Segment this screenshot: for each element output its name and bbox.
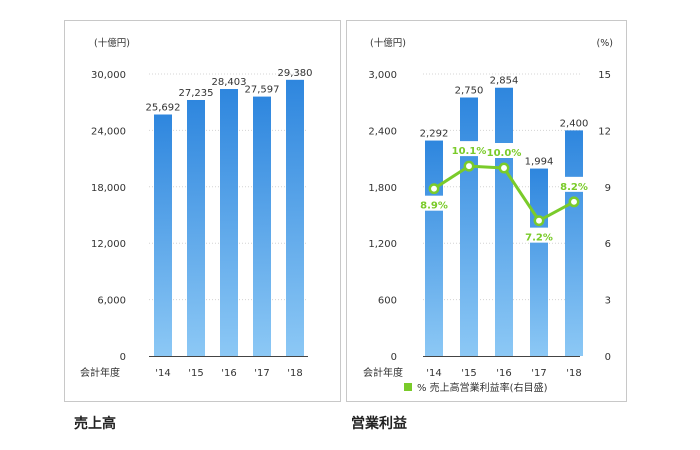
y-tick-label: 600 (378, 296, 397, 307)
y-tick-label: 3,000 (368, 70, 397, 81)
y2-axis-unit-label: (%) (597, 38, 613, 49)
x-tick-label: '15 (461, 368, 476, 379)
y2-tick-label: 12 (598, 126, 611, 137)
margin-value-label: 8.9% (420, 201, 448, 212)
margin-value-label: 10.1% (452, 146, 487, 157)
y-tick-label: 1,800 (368, 183, 397, 194)
margin-point (463, 160, 475, 172)
operating-profit-chart-panel: (十億円) (%) 0 600 1,200 1,800 2,400 3,000 0 3 6 9 12 15… (346, 20, 627, 402)
bar (530, 168, 548, 356)
y-tick-label: 0 (120, 352, 126, 363)
x-axis-label: 会計年度 (80, 366, 120, 379)
sales-chart: (十億円) 0 6,000 12,000 18,000 24,000 30,000 '14 '1… (80, 37, 313, 379)
y2-tick-label: 3 (605, 296, 611, 307)
legend-label: % 売上高営業利益率(右目盛) (417, 381, 548, 394)
y-tick-label: 12,000 (91, 239, 126, 250)
bar-value-label: 27,235 (179, 88, 214, 99)
x-axis-label: 会計年度 (363, 366, 403, 379)
bar-value-label: 2,292 (420, 129, 449, 140)
y-tick-label: 30,000 (91, 70, 126, 81)
margin-point (428, 183, 440, 195)
legend-swatch (404, 383, 412, 391)
x-tick-label: '16 (496, 368, 511, 379)
percent-label-backdrop (489, 143, 519, 158)
margin-value-label: 10.0% (487, 148, 522, 159)
bar-value-label: 27,597 (245, 85, 280, 96)
percent-label-backdrop (524, 227, 554, 243)
bar (425, 140, 443, 356)
percent-label-backdrop (559, 176, 589, 192)
bar-value-label: 2,854 (490, 76, 519, 87)
sales-chart-caption: 売上高 (74, 416, 116, 432)
y-tick-label: 1,200 (368, 239, 397, 250)
percent-label-backdrop (454, 141, 484, 157)
bar (495, 87, 513, 356)
margin-point (498, 162, 510, 174)
y-tick-label: 6,000 (97, 296, 126, 307)
bar-value-label: 2,750 (455, 86, 484, 97)
x-tick-label: '14 (426, 368, 441, 379)
x-tick-label: '15 (188, 368, 203, 379)
y-axis-unit-label: (十億円) (94, 37, 130, 49)
bar-value-label: 29,380 (278, 68, 313, 79)
bar-value-label: 25,692 (146, 102, 181, 113)
y-axis-unit-label: (十億円) (370, 37, 406, 49)
x-tick-label: '16 (221, 368, 236, 379)
margin-point (533, 215, 545, 227)
bar (154, 114, 172, 356)
bar-value-label: 1,994 (525, 157, 554, 168)
operating-profit-chart: (十億円) (%) 0 600 1,200 1,800 2,400 3,000 0 3 6 9 12 15… (363, 37, 613, 394)
y-tick-label: 2,400 (368, 126, 397, 137)
x-tick-label: '18 (566, 368, 581, 379)
x-tick-label: '14 (155, 368, 170, 379)
y2-tick-label: 9 (605, 183, 611, 194)
sales-chart-panel: (十億円) 0 6,000 12,000 18,000 24,000 30,000 '14 '1… (64, 20, 341, 402)
bar (460, 97, 478, 356)
bar (253, 96, 271, 357)
x-tick-label: '18 (287, 368, 302, 379)
bar (565, 130, 583, 356)
margin-value-label: 7.2% (525, 233, 553, 244)
operating-profit-chart-caption: 営業利益 (351, 416, 407, 432)
y2-tick-label: 0 (605, 352, 611, 363)
y-tick-label: 18,000 (91, 183, 126, 194)
y2-tick-label: 6 (605, 239, 611, 250)
y-tick-label: 24,000 (91, 126, 126, 137)
bar (220, 89, 238, 356)
bar (286, 79, 304, 356)
bar (187, 99, 205, 356)
margin-point (568, 196, 580, 208)
y-tick-label: 0 (391, 352, 397, 363)
x-tick-label: '17 (531, 368, 546, 379)
percent-label-backdrop (419, 195, 449, 211)
y2-tick-label: 15 (598, 70, 611, 81)
x-tick-label: '17 (254, 368, 269, 379)
margin-value-label: 8.2% (560, 182, 588, 193)
bar-value-label: 28,403 (212, 77, 247, 88)
bar-value-label: 2,400 (560, 118, 589, 129)
